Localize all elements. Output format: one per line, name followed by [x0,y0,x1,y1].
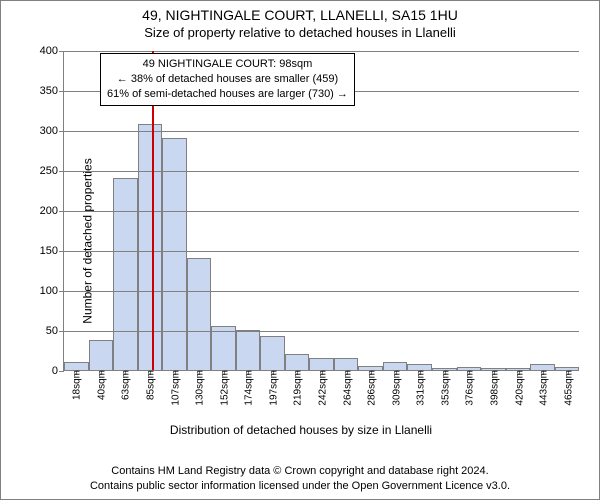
annotation-line2: ← 38% of detached houses are smaller (45… [107,72,348,87]
annotation-line1: 49 NIGHTINGALE COURT: 98sqm [107,57,348,72]
xtick-label: 286sqm [365,370,378,406]
chart-title-line1: 49, NIGHTINGALE COURT, LLANELLI, SA15 1H… [1,1,599,23]
ytick-label: 350 [40,85,64,97]
footer-line1: Contains HM Land Registry data © Crown c… [7,464,593,478]
xtick-label: 107sqm [168,370,181,406]
gridline [64,51,579,52]
histogram-bar [383,362,408,370]
histogram-bar [236,330,261,370]
histogram-bar [64,362,89,370]
footer-attribution: Contains HM Land Registry data © Crown c… [1,460,599,499]
gridline [64,131,579,132]
xtick-label: 465sqm [561,370,574,406]
xtick-label: 85sqm [144,370,157,400]
xtick-label: 264sqm [340,370,353,406]
plot-area: 05010015020025030035040018sqm40sqm63sqm8… [63,51,579,371]
xtick-label: 219sqm [291,370,304,406]
ytick-label: 0 [52,365,64,377]
xtick-label: 331sqm [414,370,427,406]
ytick-label: 200 [40,205,64,217]
footer-line2: Contains public sector information licen… [7,479,593,493]
xtick-label: 197sqm [266,370,279,406]
xtick-label: 242sqm [316,370,329,406]
chart-container: 49, NIGHTINGALE COURT, LLANELLI, SA15 1H… [0,0,600,500]
gridline [64,251,579,252]
xtick-label: 376sqm [463,370,476,406]
histogram-bar [260,336,285,370]
xtick-label: 40sqm [94,370,107,400]
ytick-label: 100 [40,285,64,297]
histogram-bar [211,326,236,370]
ytick-label: 300 [40,125,64,137]
histogram-bar [89,340,114,370]
histogram-bar [187,258,212,370]
ytick-label: 50 [46,325,64,337]
gridline [64,331,579,332]
histogram-bar [138,124,163,370]
xtick-label: 443sqm [537,370,550,406]
ytick-label: 250 [40,165,64,177]
xtick-label: 18sqm [70,370,83,400]
histogram-bar [334,358,359,370]
chart-area: Number of detached properties 0501001502… [1,43,600,439]
gridline [64,291,579,292]
xtick-label: 420sqm [512,370,525,406]
histogram-bar [285,354,310,370]
xtick-label: 63sqm [119,370,132,400]
xtick-label: 353sqm [438,370,451,406]
x-axis-label: Distribution of detached houses by size … [1,423,600,437]
gridline [64,211,579,212]
ytick-label: 150 [40,245,64,257]
chart-title-line2: Size of property relative to detached ho… [1,23,599,40]
histogram-bar [162,138,187,370]
gridline [64,171,579,172]
xtick-label: 130sqm [193,370,206,406]
xtick-label: 309sqm [389,370,402,406]
histogram-bar [309,358,334,370]
xtick-label: 398sqm [488,370,501,406]
annotation-line3: 61% of semi-detached houses are larger (… [107,87,348,102]
annotation-box: 49 NIGHTINGALE COURT: 98sqm← 38% of deta… [100,53,355,106]
ytick-label: 400 [40,45,64,57]
histogram-bar [113,178,138,370]
xtick-label: 174sqm [242,370,255,406]
xtick-label: 152sqm [217,370,230,406]
